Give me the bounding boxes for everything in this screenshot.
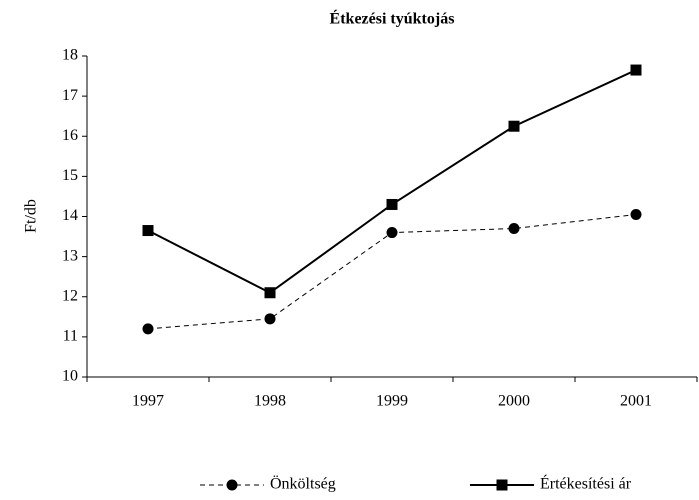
y-axis-label: Ft/db xyxy=(23,199,40,233)
marker xyxy=(386,198,398,210)
y-tick-label: 10 xyxy=(62,368,78,385)
x-tick-label: 1999 xyxy=(376,393,408,410)
marker xyxy=(264,287,276,299)
chart-title: Étkezési tyúktojás xyxy=(330,9,455,28)
legend-label: Önköltség xyxy=(270,475,336,493)
marker xyxy=(630,64,642,76)
marker xyxy=(142,225,154,237)
y-tick-label: 12 xyxy=(62,287,78,304)
y-tick-label: 18 xyxy=(62,47,78,64)
marker xyxy=(630,208,642,220)
series-line xyxy=(147,69,637,294)
marker xyxy=(264,313,276,325)
x-tick-label: 1997 xyxy=(132,393,164,410)
y-tick-label: 13 xyxy=(62,247,78,264)
marker xyxy=(508,120,520,132)
x-tick-label: 2000 xyxy=(498,393,530,410)
y-tick-label: 14 xyxy=(62,207,78,224)
marker xyxy=(226,479,238,491)
x-tick-label: 2001 xyxy=(620,393,652,410)
legend-label: Értékesítési ár xyxy=(540,474,632,493)
y-tick-label: 15 xyxy=(62,167,78,184)
marker xyxy=(508,223,520,235)
marker xyxy=(142,323,154,335)
marker xyxy=(496,479,508,491)
y-tick-label: 11 xyxy=(63,328,78,345)
y-tick-label: 17 xyxy=(62,87,78,104)
x-tick-label: 1998 xyxy=(254,393,286,410)
y-tick-label: 16 xyxy=(62,127,78,144)
marker xyxy=(386,227,398,239)
